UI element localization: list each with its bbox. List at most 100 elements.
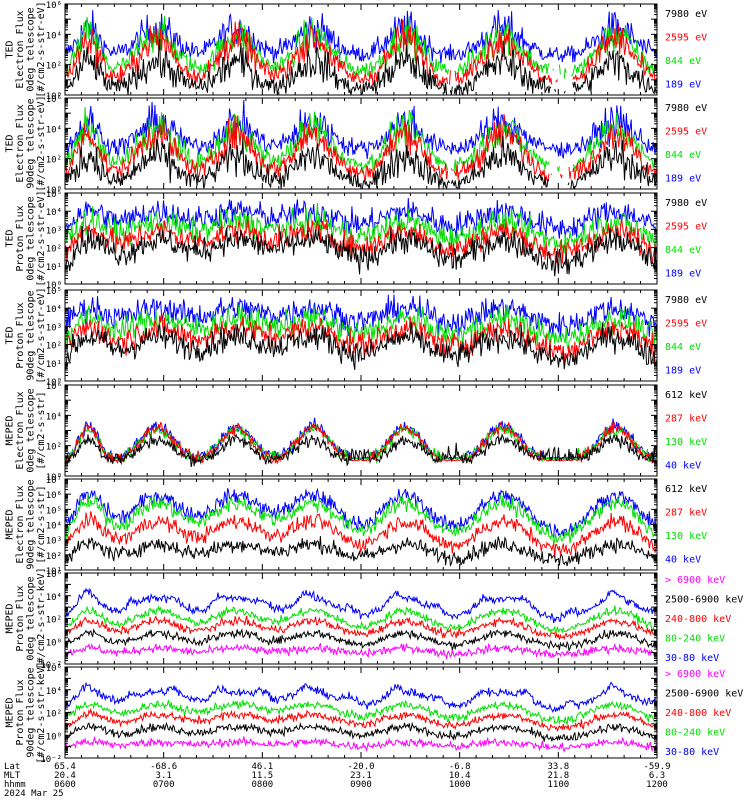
y-tick-label: 10⁰: [46, 732, 62, 742]
x-tick-mlt: 11.5: [251, 771, 273, 781]
legend-entry: 130 keV: [665, 531, 707, 542]
series-80-240-kev-line: [65, 698, 657, 725]
y-tick-label: 10²: [46, 62, 62, 72]
legend-entry: 189 eV: [665, 174, 701, 185]
y-tick-label: 10²: [46, 552, 62, 562]
series-2500-6900-kev-line: [65, 721, 657, 742]
y-axis-title: MEPEDElectron Flux0deg telescope[#/cm2-s…: [4, 388, 47, 472]
legend-entry: 30-80 keV: [665, 747, 719, 758]
y-axis-title: TEDElectron Flux0deg telescope[#/cm2-s-s…: [4, 1, 47, 97]
x-tick-mlt: 20.4: [54, 771, 76, 781]
series-30-80-kev-line: [65, 587, 657, 624]
x-tick-hhmm: 0600: [54, 780, 76, 790]
x-tick-hhmm: 0700: [153, 780, 175, 790]
legend-entry: 130 keV: [665, 437, 707, 448]
series-30-80-kev-line: [65, 681, 657, 713]
y-tick-label: 10²: [46, 245, 62, 255]
legend-entry: 2595 eV: [665, 33, 707, 44]
y-tick-label: 10⁵: [46, 287, 62, 297]
x-tick-lat: -59.9: [643, 762, 670, 772]
legend-entry: > 6900 keV: [665, 669, 725, 680]
series-7980-ev-line: [65, 226, 657, 277]
x-tick-mlt: 21.8: [547, 771, 569, 781]
legend-entry: 2595 eV: [665, 222, 707, 233]
y-tick-label: 10⁶: [46, 1, 62, 11]
legend-entry: 7980 eV: [665, 198, 707, 209]
legend-entry: 240-800 keV: [665, 708, 731, 719]
y-axis-title: TEDProton Flux0deg telescope[#/cm2-s-str…: [4, 190, 47, 286]
series--6900-kev-line: [65, 735, 657, 753]
legend-entry: 7980 eV: [665, 103, 707, 114]
legend-entry: 40 keV: [665, 555, 701, 566]
y-tick-label: 10⁰: [46, 92, 62, 102]
legend-entry: 612 keV: [665, 390, 707, 401]
x-tick-lat: -20.0: [347, 762, 374, 772]
series-612-kev-line: [65, 536, 657, 567]
series--6900-kev-line: [65, 642, 657, 661]
series-40-kev-line: [65, 487, 657, 538]
series-7980-ev-line: [65, 39, 657, 95]
legend-entry: 7980 eV: [665, 9, 707, 20]
legend-entry: 287 keV: [665, 414, 707, 425]
x-axis-annotation: LatMLThhmm65.420.40600-68.63.1070046.111…: [4, 762, 671, 799]
y-axis-title: TEDElectron Flux90deg telescope[#/cm2-s-…: [4, 95, 47, 191]
series-844-ev-line: [65, 107, 657, 176]
y-tick-label: 10⁶: [46, 491, 62, 501]
x-tick-lat: 33.8: [547, 762, 569, 772]
legend-entry: 844 eV: [665, 245, 701, 256]
y-tick-label: 10⁶: [46, 664, 62, 674]
legend-entry: 7980 eV: [665, 295, 707, 306]
y-tick-label: 10⁴: [46, 687, 62, 697]
y-tick-label: 10²: [46, 710, 62, 720]
series-844-ev-line: [65, 203, 657, 259]
series-844-ev-line: [65, 303, 657, 351]
y-tick-label: 10⁴: [46, 522, 62, 532]
legend-entry: 2500-6900 keV: [665, 595, 743, 606]
series-2595-ev-line: [65, 114, 657, 185]
y-tick-label: 10⁰: [46, 281, 62, 291]
series-189-ev-line: [65, 294, 657, 339]
y-axis-title: MEPEDProton Flux0deg telescope[#/cm2-s-s…: [4, 567, 47, 669]
series-240-800-kev-line: [65, 615, 657, 641]
y-tick-label: 10⁴: [46, 125, 62, 135]
series-80-240-kev-line: [65, 605, 657, 634]
x-row-label: Lat: [4, 762, 20, 772]
x-tick-lat: -68.6: [150, 762, 177, 772]
legend-entry: 80-240 keV: [665, 634, 725, 645]
x-tick-lat: 65.4: [54, 762, 76, 772]
y-tick-label: 10⁰: [46, 473, 62, 483]
y-tick-label: 10⁶: [46, 570, 62, 580]
x-row-label: MLT: [4, 771, 21, 781]
x-tick-mlt: 10.4: [449, 771, 471, 781]
y-tick-label: 10⁰: [46, 186, 62, 196]
legend-entry: 189 eV: [665, 269, 701, 280]
y-tick-label: 10⁻²: [40, 755, 62, 765]
y-tick-label: 10⁻²: [40, 661, 62, 671]
legend-entry: 80-240 keV: [665, 728, 725, 739]
x-tick-lat: -6.8: [449, 762, 471, 772]
y-tick-label: 10¹: [46, 567, 62, 577]
legend-entry: 844 eV: [665, 342, 701, 353]
x-tick-mlt: 6.3: [649, 771, 665, 781]
y-tick-label: 10⁴: [46, 593, 62, 603]
x-row-label: hhmm: [4, 780, 26, 790]
legend-entry: 189 eV: [665, 80, 701, 91]
y-tick-label: 10²: [46, 616, 62, 626]
series-287-kev-line: [65, 511, 657, 559]
series-130-kev-line: [65, 423, 657, 464]
x-tick-hhmm: 1200: [646, 780, 668, 790]
y-tick-label: 10⁵: [46, 506, 62, 516]
y-tick-label: 10⁰: [46, 378, 62, 388]
series-240-800-kev-line: [65, 707, 657, 733]
x-tick-hhmm: 1100: [547, 780, 569, 790]
y-tick-label: 10⁴: [46, 412, 62, 422]
series-7980-ev-line: [65, 321, 657, 370]
y-axis-title: MEPEDProton Flux90deg telescope[#/cm2-s-…: [4, 661, 47, 763]
legend-entry: 189 eV: [665, 366, 701, 377]
